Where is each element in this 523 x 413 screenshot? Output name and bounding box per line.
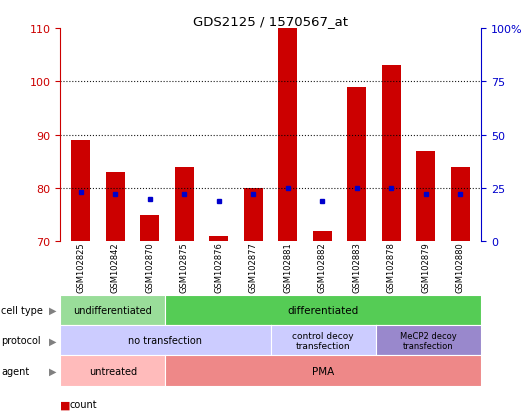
Text: undifferentiated: undifferentiated [73,305,152,316]
Text: agent: agent [1,366,29,376]
Bar [382,66,401,242]
Text: untreated: untreated [89,366,137,376]
Text: count: count [70,399,97,409]
Title: GDS2125 / 1570567_at: GDS2125 / 1570567_at [193,15,348,28]
Bar [71,140,90,242]
Bar [140,215,160,242]
Text: ■: ■ [60,399,71,409]
Text: protocol: protocol [1,335,41,346]
Bar [175,167,194,242]
Bar [416,151,436,242]
Text: PMA: PMA [312,366,334,376]
Text: no transfection: no transfection [129,335,202,346]
Bar [347,88,367,242]
Text: ▶: ▶ [49,305,56,316]
Bar [451,167,470,242]
Bar [209,236,229,242]
Bar [313,231,332,242]
Text: cell type: cell type [1,305,43,316]
Text: ▶: ▶ [49,335,56,346]
Text: control decoy
transfection: control decoy transfection [292,331,354,350]
Bar [106,173,125,242]
Text: differentiated: differentiated [288,305,359,316]
Bar [278,29,298,242]
Bar [244,188,263,242]
Text: ▶: ▶ [49,366,56,376]
Text: MeCP2 decoy
transfection: MeCP2 decoy transfection [400,331,457,350]
